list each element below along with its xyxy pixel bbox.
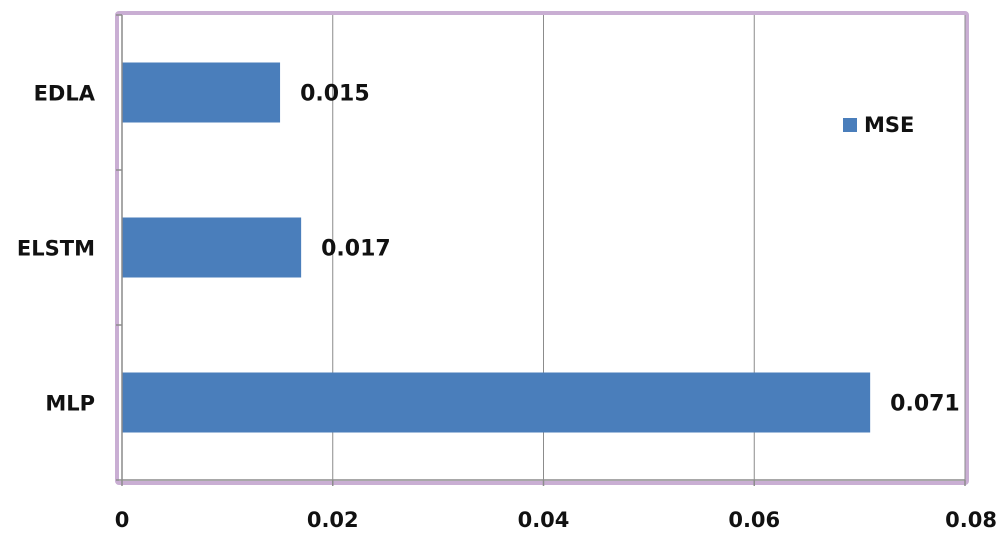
data-label-edla: 0.015	[300, 82, 370, 107]
legend: MSE	[843, 113, 914, 137]
axes	[116, 14, 966, 486]
bars	[122, 62, 871, 433]
category-label-edla: EDLA	[34, 82, 96, 106]
category-label-mlp: MLP	[45, 392, 95, 416]
legend-swatch-mse	[843, 118, 857, 132]
legend-label-mse: MSE	[864, 113, 914, 137]
x-tick-label-3: 0.06	[728, 508, 780, 532]
category-label-elstm: ELSTM	[17, 237, 95, 261]
x-tick-label-4: 0.08	[945, 508, 997, 532]
x-tick-label-1: 0.02	[307, 508, 359, 532]
bar-elstm	[122, 217, 302, 278]
data-label-mlp: 0.071	[890, 392, 960, 417]
data-label-elstm: 0.017	[321, 237, 391, 262]
labels: 0.015 EDLA 0.017 ELSTM 0.071 MLP 0 0.02 0.04 0.06…	[17, 82, 997, 533]
bar-mlp	[122, 372, 871, 433]
bar-edla	[122, 62, 281, 123]
x-tick-label-0: 0	[115, 508, 130, 532]
x-tick-label-2: 0.04	[518, 508, 570, 532]
